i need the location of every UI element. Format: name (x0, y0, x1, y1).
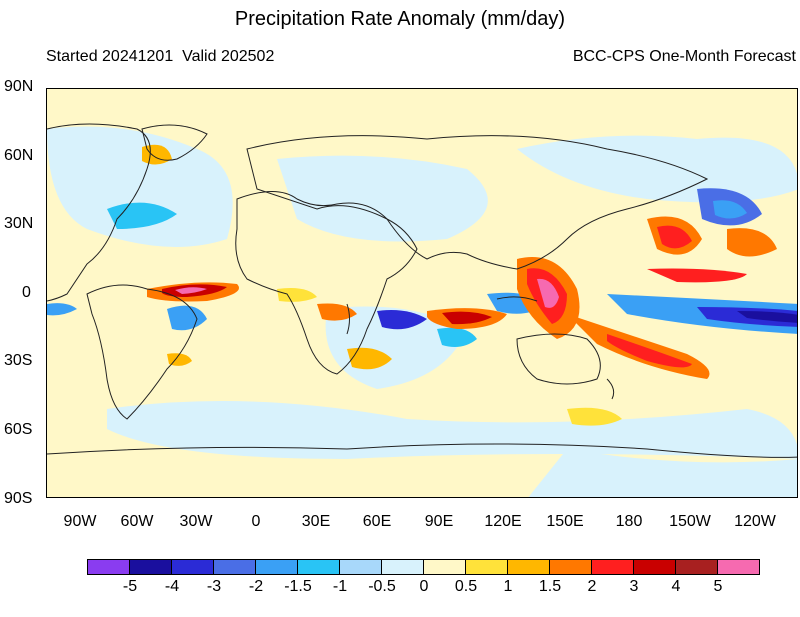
colorbar-tick-label: 5 (713, 578, 723, 595)
positive-anomaly-patches (142, 144, 777, 426)
map-canvas (47, 123, 797, 497)
colorbar (87, 559, 760, 575)
colorbar-tick-label: 0.5 (454, 578, 478, 595)
forecast-model-subtitle: BCC-CPS One-Month Forecast (572, 48, 796, 65)
colorbar-box (297, 559, 340, 575)
lat-label-30n: 30N (4, 215, 34, 232)
lon-label-180: 180 (615, 513, 643, 530)
colorbar-tick-label: 0 (419, 578, 429, 595)
lat-label-90s: 90S (4, 490, 33, 507)
lon-label-60w: 60W (120, 513, 154, 530)
colorbar-box (171, 559, 214, 575)
lon-label-120w: 120W (734, 513, 776, 530)
colorbar-box (675, 559, 718, 575)
coastlines (47, 123, 797, 458)
colorbar-box (339, 559, 382, 575)
colorbar-box (465, 559, 508, 575)
colorbar-box (129, 559, 172, 575)
colorbar-box (591, 559, 634, 575)
colorbar-box (87, 559, 130, 575)
negative-anomaly-light-patches (47, 126, 797, 497)
colorbar-box (507, 559, 550, 575)
colorbar-tick-label: 1 (503, 578, 513, 595)
colorbar-tick-label: 3 (629, 578, 639, 595)
lat-label-60n: 60N (4, 147, 34, 164)
colorbar-tick-label: -4 (164, 578, 180, 595)
colorbar-box (381, 559, 424, 575)
colorbar-box (255, 559, 298, 575)
colorbar-tick-label: -5 (122, 578, 138, 595)
colorbar-box (423, 559, 466, 575)
colorbar-tick-label: 1.5 (538, 578, 562, 595)
lon-label-150e: 150E (546, 513, 584, 530)
colorbar-tick-label: 4 (671, 578, 681, 595)
colorbar-box (549, 559, 592, 575)
colorbar-box (213, 559, 256, 575)
colorbar-box (633, 559, 676, 575)
colorbar-box (717, 559, 760, 575)
lon-label-150w: 150W (669, 513, 711, 530)
colorbar-tick-label: -0.5 (368, 578, 396, 595)
colorbar-tick-label: -1.5 (284, 578, 312, 595)
colorbar-tick-label: 2 (587, 578, 597, 595)
lon-label-90w: 90W (63, 513, 97, 530)
map-title: Precipitation Rate Anomaly (mm/day) (234, 8, 566, 30)
lat-label-eq: 0 (22, 284, 31, 301)
forecast-start-valid-subtitle: Started 20241201 Valid 202502 (46, 48, 275, 65)
colorbar-tick-label: -1 (332, 578, 348, 595)
lat-label-90n: 90N (4, 78, 34, 95)
lon-label-30e: 30E (301, 513, 331, 530)
lon-label-30w: 30W (179, 513, 213, 530)
lon-label-60e: 60E (362, 513, 392, 530)
lat-label-60s: 60S (4, 421, 33, 438)
precip-anomaly-map (46, 88, 798, 498)
lat-label-30s: 30S (4, 352, 33, 369)
colorbar-tick-label: -2 (248, 578, 264, 595)
lon-label-0: 0 (251, 513, 261, 530)
lon-label-120e: 120E (484, 513, 522, 530)
colorbar-tick-label: -3 (206, 578, 222, 595)
lon-label-90e: 90E (424, 513, 454, 530)
